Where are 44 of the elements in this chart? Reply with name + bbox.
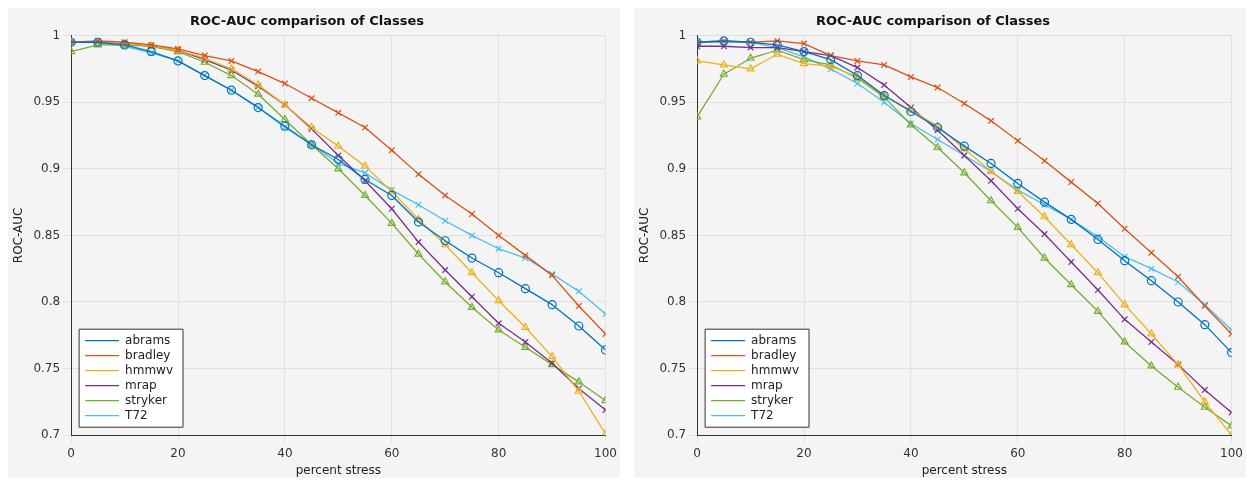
legend-label: hmmwv — [751, 362, 800, 377]
y-axis-title: ROC-AUC — [637, 207, 652, 264]
y-tick-label: 1 — [678, 27, 687, 42]
y-tick-label: 0.75 — [659, 360, 687, 375]
x-tick-label: 0 — [67, 445, 75, 460]
legend-label: mrap — [751, 377, 783, 392]
legend-label: hmmwv — [125, 362, 174, 377]
y-tick-label: 1 — [52, 27, 61, 42]
x-tick-label: 80 — [1117, 445, 1133, 460]
x-tick-label: 100 — [1220, 445, 1243, 460]
x-tick-label: 40 — [903, 445, 919, 460]
x-tick-label: 60 — [384, 445, 400, 460]
legend-label: T72 — [750, 407, 774, 422]
x-tick-label: 0 — [693, 445, 701, 460]
x-axis-title: percent stress — [921, 462, 1007, 477]
y-tick-label: 0.7 — [41, 427, 61, 442]
y-axis-title: ROC-AUC — [11, 207, 26, 264]
y-tick-label: 0.8 — [41, 294, 61, 309]
y-tick-label: 0.95 — [659, 94, 687, 109]
y-tick-label: 0.9 — [667, 160, 687, 175]
chart-title: ROC-AUC comparison of Classes — [189, 13, 425, 29]
y-tick-label: 0.75 — [33, 360, 61, 375]
y-tick-label: 0.7 — [667, 427, 687, 442]
y-tick-label: 0.85 — [33, 227, 61, 242]
y-tick-label: 0.95 — [33, 94, 61, 109]
x-axis-title: percent stress — [295, 462, 381, 477]
x-tick-label: 40 — [277, 445, 293, 460]
x-tick-label: 100 — [594, 445, 617, 460]
chart-title: ROC-AUC comparison of Classes — [815, 13, 1051, 29]
legend-label: stryker — [751, 392, 794, 407]
y-tick-label: 0.85 — [659, 227, 687, 242]
y-tick-label: 0.9 — [41, 160, 61, 175]
legend-label: abrams — [125, 332, 171, 347]
x-tick-label: 80 — [491, 445, 507, 460]
legend-label: T72 — [124, 407, 148, 422]
legend-label: bradley — [125, 347, 171, 362]
legend-label: stryker — [125, 392, 168, 407]
legend-label: mrap — [125, 377, 157, 392]
x-tick-label: 20 — [796, 445, 812, 460]
y-tick-label: 0.8 — [667, 294, 687, 309]
legend-label: abrams — [751, 332, 797, 347]
x-tick-label: 20 — [170, 445, 186, 460]
x-tick-label: 60 — [1010, 445, 1026, 460]
legend-label: bradley — [751, 347, 797, 362]
